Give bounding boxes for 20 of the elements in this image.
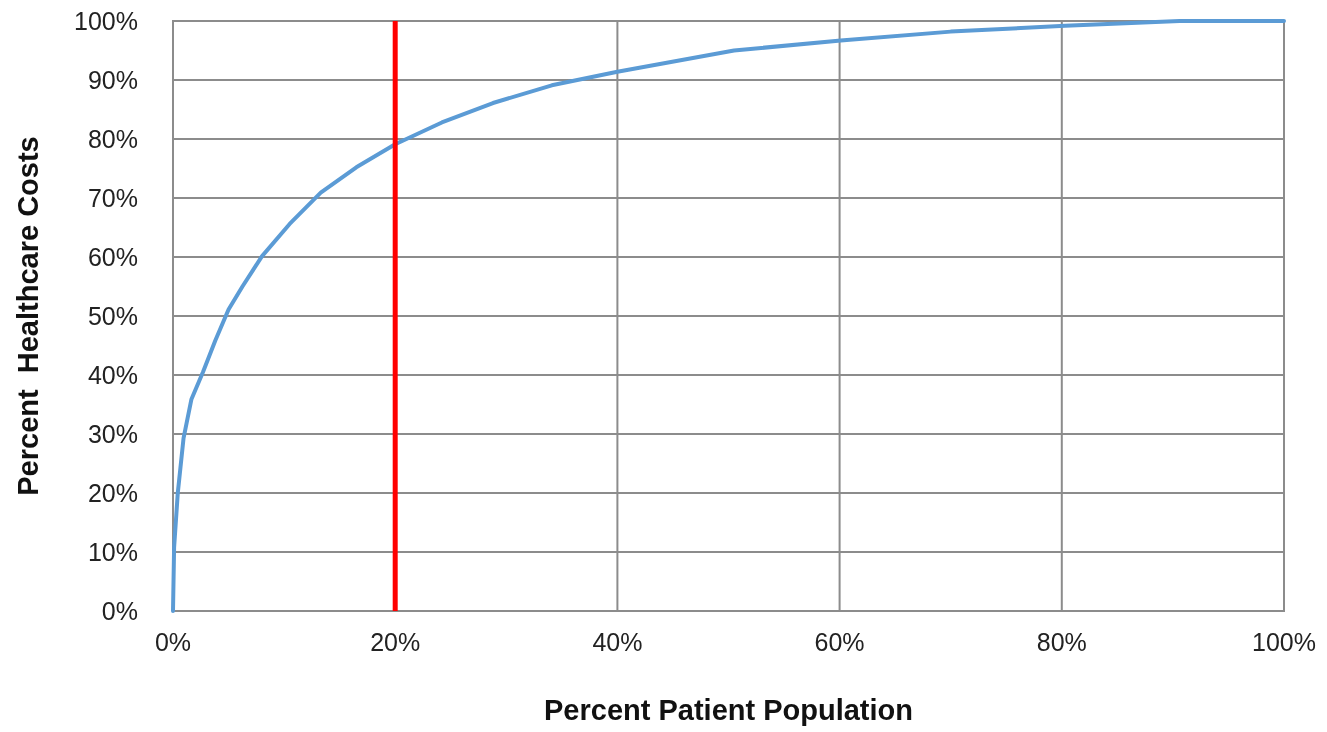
y-tick-label: 60%: [87, 242, 138, 271]
y-tick-label: 70%: [87, 183, 138, 212]
y-tick-label: 0%: [101, 596, 138, 625]
x-axis-title: Percent Patient Population: [544, 694, 913, 726]
x-tick-label: 100%: [1252, 628, 1316, 656]
y-tick-label: 50%: [87, 301, 138, 330]
y-tick-label: 20%: [87, 478, 138, 507]
line-series: [171, 19, 1286, 613]
y-axis-title: Percent Healthcare Costs: [12, 136, 44, 496]
x-tick-label: 60%: [814, 628, 865, 656]
x-tick-label: 0%: [154, 628, 192, 656]
x-tick-label: 40%: [592, 628, 643, 656]
y-tick-label: 80%: [87, 124, 138, 153]
x-tick-label: 80%: [1036, 628, 1087, 656]
y-tick-label: 100%: [74, 6, 138, 35]
y-tick-label: 10%: [87, 537, 138, 566]
x-tick-label: 20%: [370, 628, 421, 656]
y-tick-label: 40%: [87, 360, 138, 389]
y-tick-label: 90%: [87, 65, 138, 94]
y-tick-label: 30%: [87, 419, 138, 448]
